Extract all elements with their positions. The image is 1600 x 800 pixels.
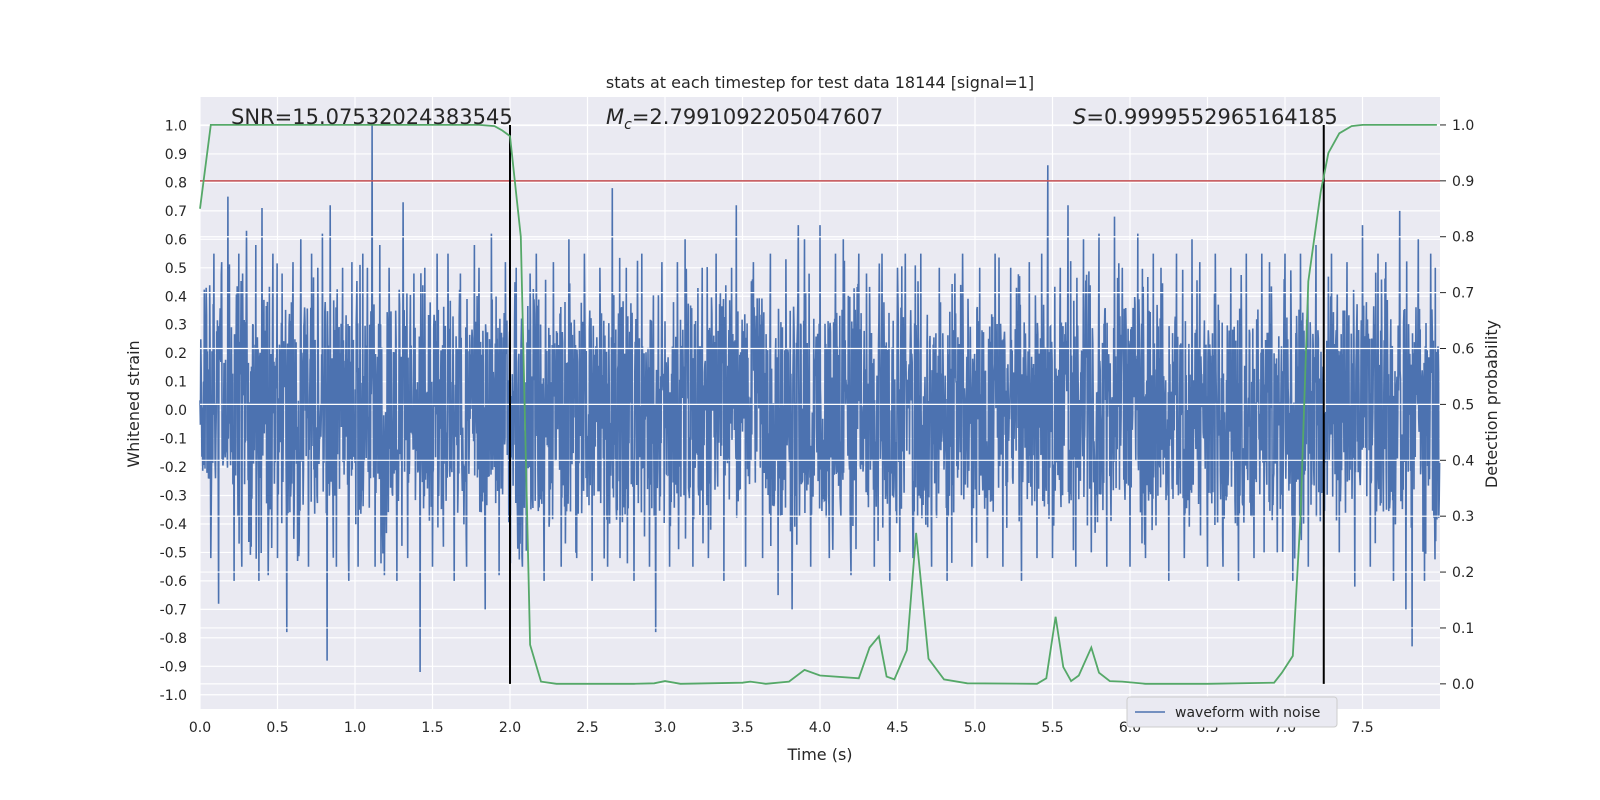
x-tick-label: 1.0 [344,720,366,736]
y-tick-label: 0.0 [165,403,187,419]
chirp-mass-annotation: Mc=2.7991092205047607 [606,105,883,133]
y-tick-label: -0.9 [160,659,187,675]
chirp-mass-symbol: M [606,105,624,129]
legend-label: waveform with noise [1175,705,1320,721]
chart-title: stats at each timestep for test data 181… [606,73,1034,92]
y-tick-label: 0.6 [165,232,187,248]
y-tick-label: -0.6 [160,574,187,590]
y2-tick-label: 0.0 [1452,677,1474,693]
x-tick-label: 4.0 [809,720,831,736]
y-tick-label: 0.9 [165,147,187,163]
y2-tick-label: 0.2 [1452,565,1474,581]
snr-annotation: SNR=15.07532024383545 [231,105,513,129]
y2-tick-label: 0.4 [1452,453,1474,469]
x-tick-label: 3.5 [731,720,753,736]
y2-tick-label: 0.6 [1452,342,1474,358]
y-tick-labels: -1.0 -0.9 -0.8 -0.7 -0.6 -0.5 -0.4 -0.3 -0.2 -0.1… [160,118,187,703]
y-tick-label: 0.7 [165,204,187,220]
y-axis-label: Whitened strain [124,340,143,467]
score-annotation: S=0.9999552965164185 [1073,105,1338,129]
y2-tick-label: 0.9 [1452,174,1474,190]
y-tick-label: 0.5 [165,261,187,277]
y2-axis-label: Detection probability [1482,320,1501,488]
y2-tick-label: 0.8 [1452,230,1474,246]
probability-series [199,124,1437,685]
x-tick-label: 5.5 [1041,720,1063,736]
x-tick-label: 5.0 [964,720,986,736]
y-tick-label: -0.8 [160,631,187,647]
x-tick-label: 4.5 [886,720,908,736]
waveform-series [199,125,1441,673]
y-tick-label: 0.4 [165,289,187,305]
score-symbol: S [1073,105,1086,129]
marker-lines [509,124,1325,684]
x-tick-label: 0.5 [266,720,288,736]
x-tick-label: 7.5 [1351,720,1373,736]
y-tick-label: 1.0 [165,118,187,134]
y2-tick-label: 0.5 [1452,397,1474,413]
y-tick-label: 0.3 [165,318,187,334]
x-tick-label: 2.5 [576,720,598,736]
y2-tick-labels: 0.0 0.1 0.2 0.3 0.4 0.5 0.6 0.7 0.8 0.9 1.0 [1440,118,1474,693]
waveform-line [199,125,1441,673]
y2-tick-label: 0.1 [1452,621,1474,637]
x-tick-label: 2.0 [499,720,521,736]
x-tick-label: 0.0 [189,720,211,736]
y-tick-label: 0.1 [165,375,187,391]
x-tick-label: 1.5 [421,720,443,736]
y-tick-label: -0.7 [160,602,187,618]
y-tick-label: -0.3 [160,489,187,505]
y-tick-label: -0.2 [160,460,187,476]
chirp-mass-subscript: c [624,117,632,133]
chirp-mass-value: =2.7991092205047607 [632,105,883,129]
probability-line [199,124,1437,685]
x-tick-label: 3.0 [654,720,676,736]
y-tick-label: 0.8 [165,175,187,191]
legend: waveform with noise [1126,696,1338,728]
x-tick-labels: 0.0 0.5 1.0 1.5 2.0 2.5 3.0 3.5 4.0 4.5 5.0 5.5 6.0 6… [189,720,1374,736]
y2-tick-label: 1.0 [1452,118,1474,134]
y-tick-label: -1.0 [160,688,187,704]
score-value: =0.9999552965164185 [1086,105,1337,129]
y2-tick-label: 0.7 [1452,286,1474,302]
y-tick-label: -0.5 [160,545,187,561]
legend-box [1126,696,1338,728]
y-tick-label: 0.2 [165,346,187,362]
y-tick-label: -0.1 [160,432,187,448]
y2-tick-label: 0.3 [1452,509,1474,525]
y-tick-label: -0.4 [160,517,187,533]
x-axis-label: Time (s) [786,745,852,764]
